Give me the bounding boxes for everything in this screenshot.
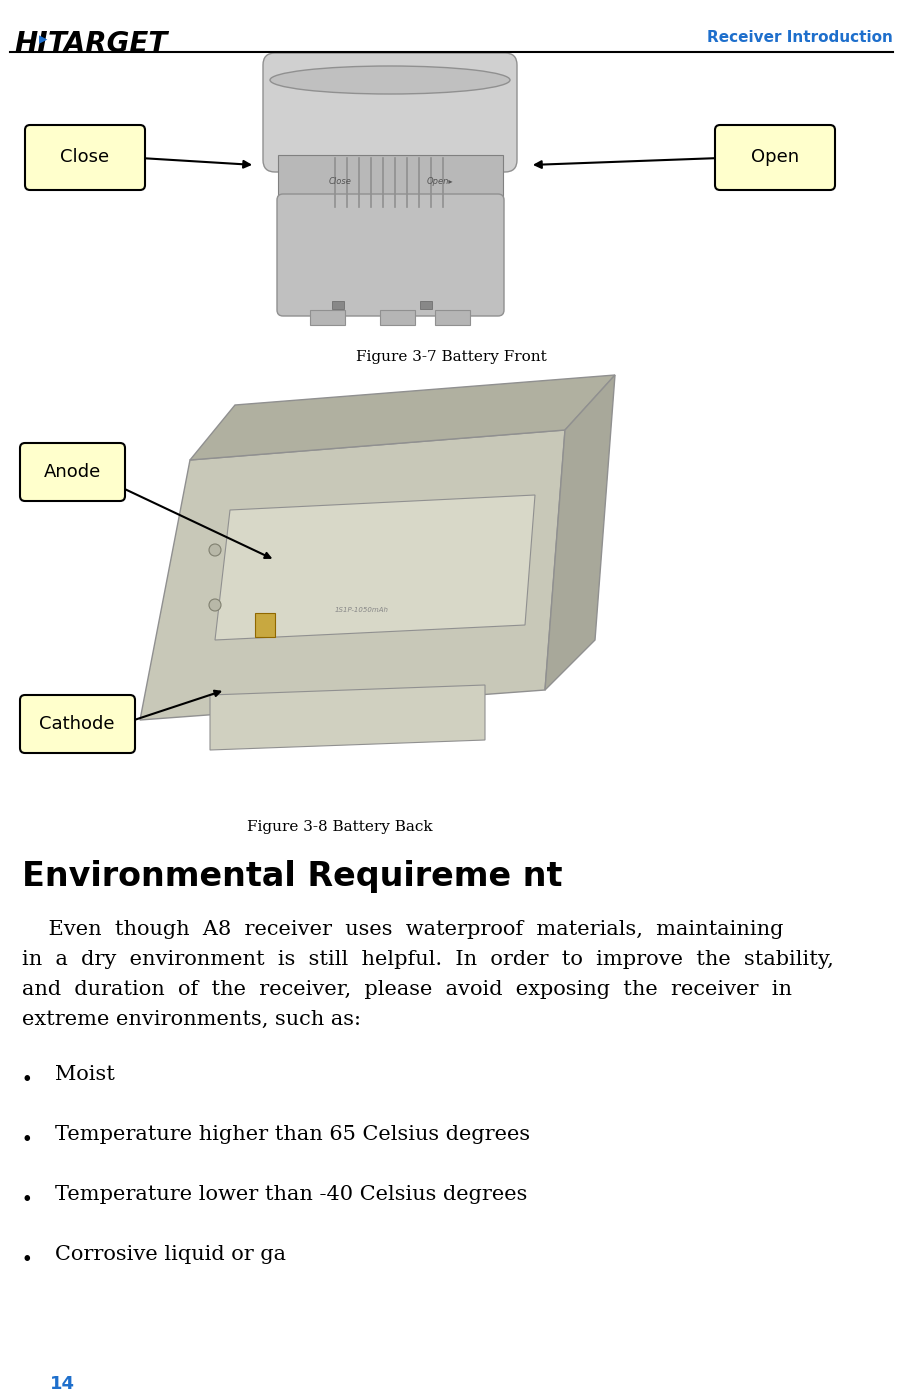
Text: Anode: Anode <box>43 462 100 481</box>
Text: in  a  dry  environment  is  still  helpful.  In  order  to  improve  the  stabi: in a dry environment is still helpful. I… <box>22 950 833 970</box>
Bar <box>419 300 431 309</box>
Text: Close: Close <box>60 148 109 166</box>
Text: Cathode: Cathode <box>39 715 115 733</box>
Bar <box>332 300 344 309</box>
Text: 1S1P-1050mAh: 1S1P-1050mAh <box>335 608 389 613</box>
Text: ·: · <box>22 1065 32 1097</box>
Text: Receiver Introduction: Receiver Introduction <box>706 29 892 45</box>
Text: ·: · <box>22 1245 32 1275</box>
Polygon shape <box>140 430 565 719</box>
Text: Open: Open <box>750 148 798 166</box>
FancyBboxPatch shape <box>714 124 834 190</box>
Bar <box>435 310 469 326</box>
Polygon shape <box>215 495 534 640</box>
Text: Moist: Moist <box>55 1065 115 1084</box>
Circle shape <box>208 543 221 556</box>
Text: TARGET: TARGET <box>48 29 168 59</box>
Text: 14: 14 <box>50 1375 75 1393</box>
Bar <box>278 155 502 210</box>
Polygon shape <box>545 374 614 690</box>
Text: Temperature lower than -40 Celsius degrees: Temperature lower than -40 Celsius degre… <box>55 1185 527 1204</box>
Text: extreme environments, such as:: extreme environments, such as: <box>22 1010 361 1030</box>
FancyBboxPatch shape <box>262 53 517 172</box>
Ellipse shape <box>270 66 510 94</box>
Text: ·: · <box>22 1185 32 1215</box>
FancyBboxPatch shape <box>277 194 503 316</box>
Text: Even  though  A8  receiver  uses  waterproof  materials,  maintaining: Even though A8 receiver uses waterproof … <box>22 921 783 939</box>
Text: HI: HI <box>14 29 48 59</box>
Text: ▸: ▸ <box>39 29 47 47</box>
Text: Temperature higher than 65 Celsius degrees: Temperature higher than 65 Celsius degre… <box>55 1125 529 1144</box>
Bar <box>309 310 345 326</box>
Circle shape <box>208 599 221 610</box>
Text: Figure 3-7 Battery Front: Figure 3-7 Battery Front <box>355 351 546 365</box>
Text: Close: Close <box>328 177 351 187</box>
Text: Figure 3-8 Battery Back: Figure 3-8 Battery Back <box>247 820 432 834</box>
Bar <box>254 613 275 637</box>
Polygon shape <box>189 374 614 460</box>
Text: Environmental Requireme nt: Environmental Requireme nt <box>22 861 562 893</box>
Text: and  duration  of  the  receiver,  please  avoid  exposing  the  receiver  in: and duration of the receiver, please avo… <box>22 981 791 999</box>
FancyBboxPatch shape <box>20 443 124 502</box>
Text: ·: · <box>22 1125 32 1155</box>
Text: Open▸: Open▸ <box>427 177 453 187</box>
Text: Corrosive liquid or ga: Corrosive liquid or ga <box>55 1245 286 1264</box>
FancyBboxPatch shape <box>25 124 145 190</box>
Polygon shape <box>210 685 484 750</box>
Bar <box>380 310 415 326</box>
FancyBboxPatch shape <box>20 694 135 753</box>
